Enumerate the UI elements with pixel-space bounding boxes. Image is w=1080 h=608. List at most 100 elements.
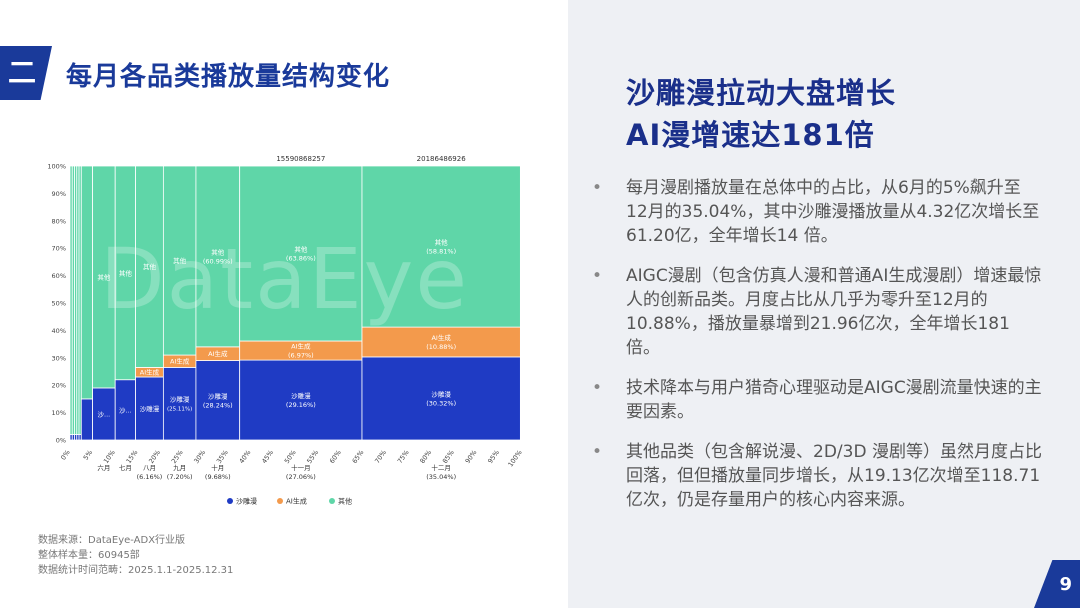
segment-label: 沙雕漫 — [170, 395, 190, 404]
legend-label: AI生成 — [286, 497, 307, 506]
segment-label: AI生成 — [140, 368, 160, 377]
sample-size-line: 整体样本量：60945部 — [38, 550, 140, 561]
segment-label: (58.81%) — [426, 248, 456, 256]
bullet-item: • 每月漫剧播放量在总体中的占比，从6月的5%飙升至12月的35.04%，其中沙雕… — [592, 178, 1040, 246]
bar-segment — [135, 376, 164, 441]
x-tick-label: 10% — [102, 449, 117, 465]
segment-label: 其他 — [143, 262, 157, 271]
segment-label: 沙雕漫 — [291, 391, 311, 400]
segment-label: AI生成 — [431, 333, 451, 342]
section-title: 每月各品类播放量结构变化 — [66, 62, 391, 92]
bullet-text: 其他品类（包含解说漫、2D/3D 漫剧等）虽然月度占比回落，但但播放量同步增长，… — [626, 442, 1042, 510]
legend-marker — [227, 498, 233, 504]
segment-label: 其他 — [211, 247, 225, 256]
x-tick-label: 25% — [170, 449, 185, 465]
source-line: 数据来源：DataEye-ADX行业版 — [38, 535, 186, 546]
bar-segment — [80, 398, 93, 441]
month-label: 十二月 — [431, 463, 451, 472]
segment-label: (10.88%) — [426, 343, 456, 351]
bar-segment — [162, 366, 197, 441]
x-tick-label: 55% — [305, 449, 320, 465]
month-label: 十月 — [211, 463, 224, 472]
x-tick-label: 30% — [192, 449, 207, 465]
segment-label: AI生成 — [170, 357, 190, 366]
headline-line-2: AI漫增速达181倍 — [626, 118, 875, 152]
y-tick-label: 60% — [52, 272, 66, 280]
segment-label: (25.11%) — [167, 407, 192, 413]
segment-label: 其他 — [435, 238, 449, 247]
segment-label: (63.86%) — [286, 255, 316, 263]
page-number: 9 — [1059, 574, 1072, 595]
month-label: 六月 — [97, 463, 110, 472]
month-share-label: (7.20%) — [167, 473, 193, 481]
legend-marker — [277, 498, 283, 504]
x-tick-label: 100% — [506, 449, 523, 469]
segment-label: 沙... — [119, 406, 132, 414]
segment-label: 沙雕漫 — [208, 391, 228, 400]
bar-segment — [239, 359, 363, 441]
segment-label: 沙... — [98, 410, 111, 418]
month-label: 七月 — [119, 463, 132, 472]
right-panel — [568, 0, 1080, 608]
month-share-label: (9.68%) — [205, 473, 231, 481]
month-share-label: (35.04%) — [426, 473, 456, 481]
bar-segment — [195, 165, 241, 348]
y-tick-label: 100% — [47, 163, 66, 171]
column-total-label: 20186486926 — [417, 155, 467, 163]
bullet-item: • 其他品类（包含解说漫、2D/3D 漫剧等）虽然月度占比回落，但但播放量同步增长… — [592, 442, 1042, 510]
x-tick-label: 50% — [283, 449, 298, 465]
legend-label: 其他 — [338, 497, 352, 506]
time-range-line: 数据统计时间范畴：2025.1.1-2025.12.31 — [38, 565, 234, 576]
bar-segment — [361, 326, 521, 358]
legend-marker — [329, 498, 335, 504]
bullet-item: • AIGC漫剧（包含仿真人漫和普通AI生成漫剧）增速最惊人的创新品类。月度占比从… — [592, 266, 1042, 358]
x-tick-label: 80% — [418, 449, 433, 465]
segment-label: 其他 — [173, 256, 187, 265]
y-tick-label: 30% — [52, 354, 66, 362]
left-panel: 二 每月各品类播放量结构变化 0% 10% 20% 30% 40% 50% 60% 70% 80… — [0, 46, 524, 578]
segment-label: (29.16%) — [286, 401, 316, 409]
y-tick-label: 20% — [52, 382, 66, 390]
x-tick-label: 40% — [238, 449, 253, 465]
segment-label: AI生成 — [208, 349, 228, 358]
x-tick-label: 5% — [82, 449, 94, 462]
bullet-item: • 技术降本与用户猎奇心理驱动是AIGC漫剧流量快速的主要因素。 — [592, 378, 1042, 422]
segment-label: AI生成 — [291, 342, 311, 351]
x-tick-label: 35% — [215, 449, 230, 465]
section-number: 二 — [8, 56, 37, 89]
month-share-label: (6.16%) — [137, 473, 163, 481]
bar-segment — [239, 165, 363, 342]
segment-label: 沙雕漫 — [140, 404, 160, 413]
x-tick-label: 60% — [328, 449, 343, 465]
bar-segment — [361, 356, 521, 441]
x-tick-label: 75% — [396, 449, 411, 465]
x-tick-label: 45% — [260, 449, 275, 465]
month-share-label: (27.06%) — [286, 473, 316, 481]
x-tick-label: 20% — [147, 449, 162, 465]
segment-label: (60.99%) — [203, 257, 233, 265]
bullet-text: 每月漫剧播放量在总体中的占比，从6月的5%飙升至12月的35.04%，其中沙雕漫… — [626, 178, 1040, 246]
marimekko-chart: 0%10%20%30%40%50%60%70%80%90%100%沙...其他六… — [47, 155, 523, 506]
y-tick-label: 70% — [52, 245, 66, 253]
segment-label: 其他 — [294, 245, 308, 254]
y-tick-label: 50% — [52, 300, 66, 308]
x-tick-label: 90% — [464, 449, 479, 465]
y-tick-label: 80% — [52, 217, 66, 225]
x-tick-label: 15% — [125, 449, 140, 465]
headline: 沙雕漫拉动大盘增长 AI漫增速达181倍 — [626, 72, 896, 156]
column-total-label: 15590868257 — [276, 155, 325, 163]
x-tick-label: 95% — [486, 449, 501, 465]
bar-segment — [361, 165, 521, 328]
segment-label: 沙雕漫 — [431, 389, 451, 398]
headline-line-1: 沙雕漫拉动大盘增长 — [626, 76, 897, 110]
month-label: 十一月 — [291, 463, 311, 472]
bar-segment — [195, 360, 241, 441]
data-source-notes: 数据来源：DataEye-ADX行业版 整体样本量：60945部 数据统计时间范… — [38, 533, 233, 578]
segment-label: 其他 — [97, 272, 111, 281]
month-label: 九月 — [173, 463, 186, 472]
y-tick-label: 0% — [56, 437, 66, 445]
segment-label: (30.32%) — [426, 399, 456, 407]
segment-label: 其他 — [119, 268, 132, 277]
bar-segment — [80, 165, 93, 400]
segment-label: (28.24%) — [203, 401, 233, 409]
